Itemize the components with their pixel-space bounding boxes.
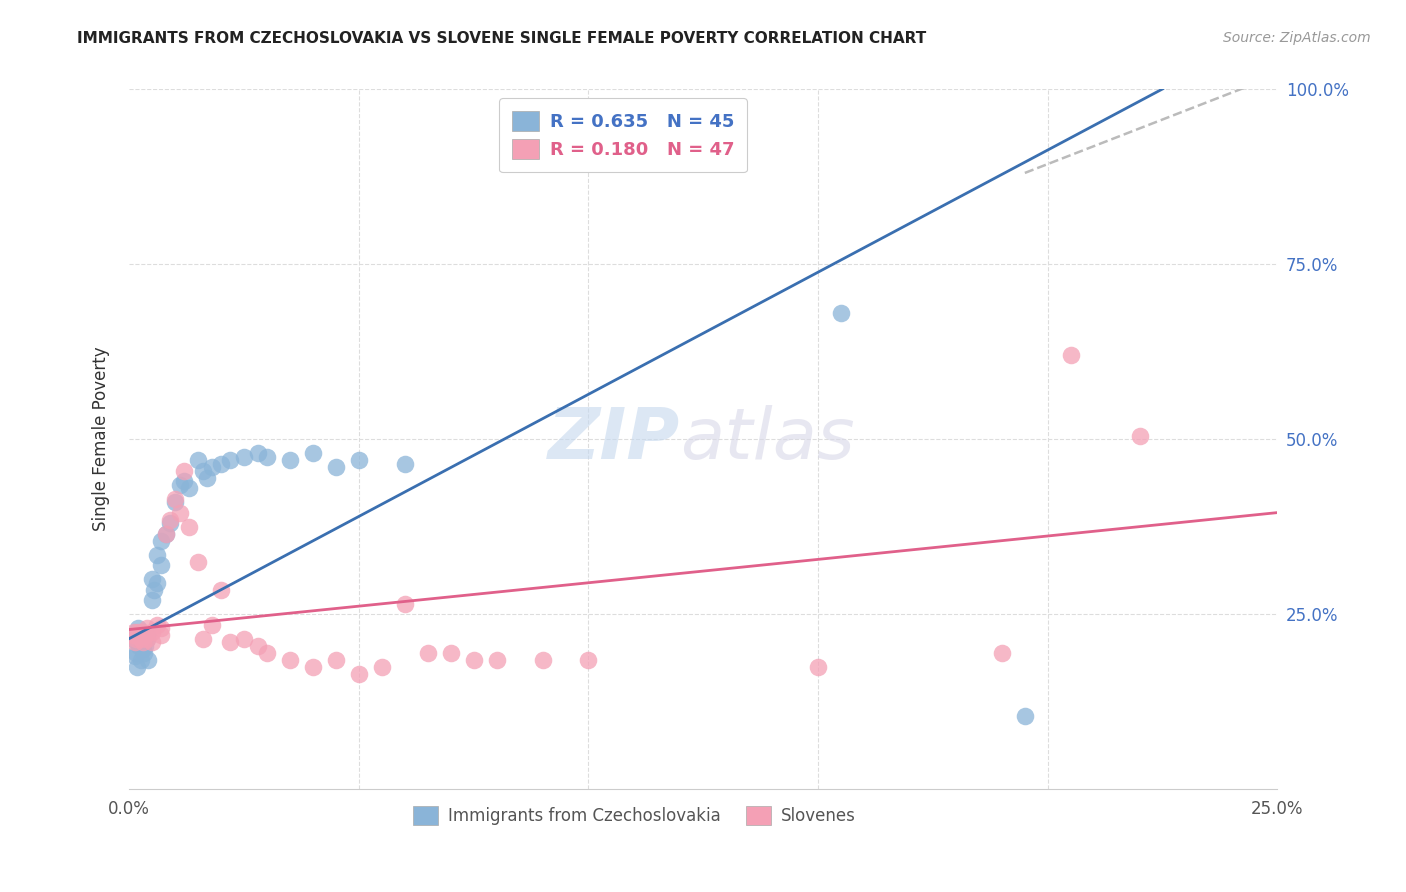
- Point: [177, 519, 200, 533]
- Point: [256, 450, 278, 464]
- Point: [121, 628, 143, 642]
- Point: [278, 653, 301, 667]
- Point: [127, 659, 149, 673]
- Point: [141, 635, 163, 649]
- Point: [1014, 708, 1036, 723]
- Point: [991, 646, 1014, 660]
- Point: [485, 653, 508, 667]
- Point: [195, 470, 218, 484]
- Point: [371, 659, 394, 673]
- Point: [145, 575, 167, 590]
- Point: [209, 582, 232, 597]
- Point: [136, 632, 159, 646]
- Point: [531, 653, 554, 667]
- Point: [134, 639, 156, 653]
- Point: [830, 306, 852, 320]
- Point: [209, 457, 232, 471]
- Point: [159, 516, 181, 530]
- Point: [159, 513, 181, 527]
- Point: [347, 666, 370, 681]
- Point: [256, 646, 278, 660]
- Point: [141, 572, 163, 586]
- Point: [201, 617, 224, 632]
- Point: [155, 526, 177, 541]
- Text: IMMIGRANTS FROM CZECHOSLOVAKIA VS SLOVENE SINGLE FEMALE POVERTY CORRELATION CHAR: IMMIGRANTS FROM CZECHOSLOVAKIA VS SLOVEN…: [77, 31, 927, 46]
- Point: [127, 635, 149, 649]
- Point: [132, 624, 155, 639]
- Point: [145, 617, 167, 632]
- Point: [127, 628, 149, 642]
- Point: [201, 460, 224, 475]
- Point: [177, 481, 200, 495]
- Point: [134, 628, 156, 642]
- Point: [141, 624, 163, 639]
- Point: [187, 453, 209, 467]
- Point: [807, 659, 830, 673]
- Point: [1129, 428, 1152, 442]
- Point: [163, 495, 186, 509]
- Point: [125, 646, 148, 660]
- Point: [173, 464, 195, 478]
- Point: [578, 653, 600, 667]
- Point: [191, 632, 214, 646]
- Point: [132, 642, 155, 657]
- Point: [122, 624, 145, 639]
- Point: [187, 555, 209, 569]
- Point: [301, 446, 323, 460]
- Point: [150, 558, 173, 573]
- Point: [129, 653, 152, 667]
- Point: [219, 635, 242, 649]
- Point: [136, 632, 159, 646]
- Text: ZIP: ZIP: [548, 405, 681, 474]
- Point: [169, 477, 191, 491]
- Point: [136, 628, 159, 642]
- Point: [394, 597, 416, 611]
- Point: [128, 639, 150, 653]
- Point: [347, 453, 370, 467]
- Y-axis label: Single Female Poverty: Single Female Poverty: [93, 347, 110, 532]
- Point: [232, 450, 254, 464]
- Point: [136, 621, 159, 635]
- Point: [246, 446, 269, 460]
- Point: [150, 533, 173, 548]
- Point: [246, 639, 269, 653]
- Point: [416, 646, 439, 660]
- Point: [127, 624, 149, 639]
- Point: [232, 632, 254, 646]
- Point: [127, 621, 149, 635]
- Point: [125, 632, 148, 646]
- Point: [122, 628, 145, 642]
- Point: [191, 464, 214, 478]
- Point: [143, 582, 166, 597]
- Point: [325, 653, 347, 667]
- Point: [132, 635, 155, 649]
- Point: [394, 457, 416, 471]
- Point: [141, 593, 163, 607]
- Point: [132, 628, 155, 642]
- Point: [150, 628, 173, 642]
- Point: [173, 474, 195, 488]
- Point: [163, 491, 186, 506]
- Point: [463, 653, 485, 667]
- Legend: Immigrants from Czechoslovakia, Slovenes: Immigrants from Czechoslovakia, Slovenes: [405, 797, 865, 833]
- Point: [155, 526, 177, 541]
- Point: [138, 653, 160, 667]
- Point: [124, 635, 146, 649]
- Point: [145, 548, 167, 562]
- Text: atlas: atlas: [681, 405, 855, 474]
- Point: [440, 646, 463, 660]
- Point: [301, 659, 323, 673]
- Point: [150, 621, 173, 635]
- Point: [124, 649, 146, 664]
- Point: [129, 632, 152, 646]
- Point: [132, 646, 155, 660]
- Point: [325, 460, 347, 475]
- Point: [169, 506, 191, 520]
- Point: [1060, 348, 1083, 362]
- Text: Source: ZipAtlas.com: Source: ZipAtlas.com: [1223, 31, 1371, 45]
- Point: [278, 453, 301, 467]
- Point: [219, 453, 242, 467]
- Point: [121, 632, 143, 646]
